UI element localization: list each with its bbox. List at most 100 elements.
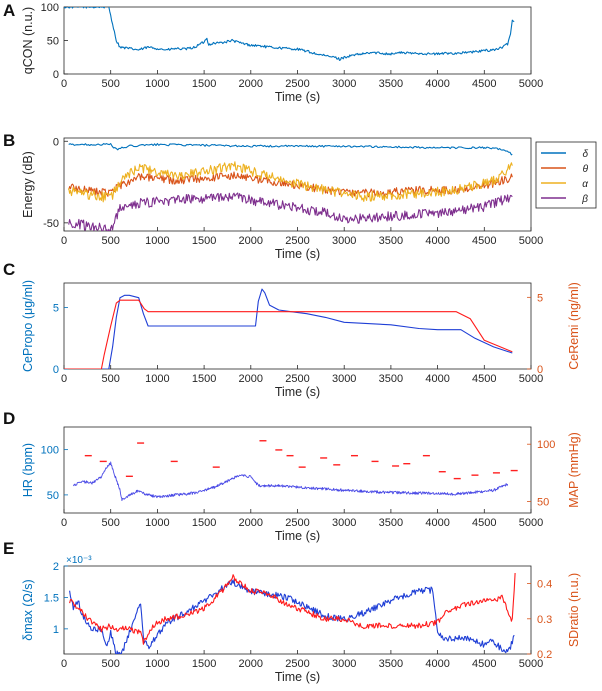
- x-tick-label: 1500: [192, 658, 216, 670]
- x-tick-label: 3000: [332, 78, 356, 90]
- y-exponent-label: ×10⁻³: [66, 555, 92, 566]
- y-tick-label: 5: [53, 303, 59, 315]
- x-axis-label: Time (s): [275, 90, 320, 104]
- y-tick-label: 100: [41, 2, 59, 14]
- plot-area: [64, 288, 513, 369]
- x-tick-label: 2500: [285, 517, 309, 529]
- x-tick-label: 1500: [192, 78, 216, 90]
- panel-c: C0 500 1000 1500 2000 2500 3000 3500 4000 4500 500…: [3, 260, 581, 399]
- panel-label: A: [3, 1, 15, 20]
- x-tick-label: 0: [61, 517, 67, 529]
- x-tick-label: 3000: [332, 373, 356, 385]
- plot-area: [72, 440, 518, 502]
- y-tick-label-right: 5: [537, 292, 543, 304]
- x-tick-label: 0: [61, 658, 67, 670]
- panel-d: D 0 500 1000 1500 2000 2500 3000 3500 4000 4500 500…: [3, 409, 581, 543]
- x-tick-label: 1000: [145, 235, 169, 247]
- x-tick-label: 4000: [425, 235, 449, 247]
- panel-label: D: [3, 409, 15, 428]
- x-tick-label: 4500: [472, 78, 496, 90]
- y-axis-label: δmax (Ω/s): [21, 579, 35, 640]
- series-line-β: [68, 192, 513, 231]
- panel-label: E: [3, 539, 14, 558]
- x-tick-label: 2000: [239, 78, 263, 90]
- y-axis-label: CePropo (μg/ml): [21, 280, 35, 372]
- series-line-δ: [68, 143, 513, 156]
- y-axis-label: qCON (n.u.): [21, 7, 35, 74]
- x-tick-label: 1000: [145, 78, 169, 90]
- x-tick-label: 3000: [332, 658, 356, 670]
- x-tick-label: 5000: [519, 517, 543, 529]
- x-axis-label: Time (s): [275, 670, 320, 684]
- x-tick-label: 2000: [239, 658, 263, 670]
- x-tick-label: 3500: [379, 517, 403, 529]
- y-tick-label: 1: [53, 624, 59, 636]
- panel-b: B 0 500 1000 1500 2000 2500 3000 3500 4000 4500 500…: [3, 131, 597, 261]
- x-tick-label: 4500: [472, 235, 496, 247]
- x-tick-label: 2500: [285, 235, 309, 247]
- plot-area: [68, 143, 513, 231]
- x-tick-label: 500: [102, 517, 120, 529]
- x-axis-label: Time (s): [275, 529, 320, 543]
- legend-entry: θ: [583, 164, 589, 175]
- plot-area: [64, 7, 515, 61]
- x-tick-label: 2500: [285, 658, 309, 670]
- x-tick-label: 500: [102, 658, 120, 670]
- axes-box: [63, 6, 532, 75]
- x-axis-label: Time (s): [275, 247, 320, 261]
- x-tick-label: 1000: [145, 373, 169, 385]
- axes-box: [63, 137, 532, 232]
- series-line-HR: [72, 461, 509, 502]
- panel-label: B: [3, 131, 15, 150]
- legend-entry: α: [582, 179, 588, 190]
- series-line-qCON: [64, 7, 515, 61]
- axes-box: [63, 282, 532, 370]
- series-line-α: [68, 161, 513, 203]
- x-tick-label: 1500: [192, 373, 216, 385]
- panel-label: C: [3, 260, 15, 279]
- legend-entry: β: [581, 194, 588, 205]
- y-tick-label: 50: [47, 36, 59, 48]
- x-tick-label: 3500: [379, 78, 403, 90]
- y-tick-label-right: 0.2: [537, 649, 552, 661]
- series-line-SDratio: [69, 572, 516, 645]
- x-tick-label: 0: [61, 235, 67, 247]
- x-tick-label: 500: [102, 373, 120, 385]
- y-tick-label: 0: [53, 69, 59, 81]
- y-axis-label: HR (bpm): [21, 443, 35, 497]
- x-tick-label: 500: [102, 235, 120, 247]
- series-line-CeRemi: [64, 299, 513, 369]
- y-tick-label: 0: [53, 364, 59, 376]
- y-axis-label: Energy (dB): [21, 151, 35, 218]
- panel-a: A0 500 1000 1500 2000 2500 3000 3500 4000 4500 500…: [3, 1, 543, 104]
- x-tick-label: 4500: [472, 373, 496, 385]
- x-tick-label: 2000: [239, 517, 263, 529]
- y-tick-label-right: 0.4: [537, 579, 552, 591]
- x-tick-label: 1000: [145, 658, 169, 670]
- panel-e: E 0 500 1000 1500 2000 2500 3000 3500 4000 4500 500…: [3, 539, 581, 684]
- y-tick-label: -50: [43, 218, 59, 230]
- x-tick-label: 2000: [239, 235, 263, 247]
- x-tick-label: 5000: [519, 373, 543, 385]
- x-tick-label: 5000: [519, 78, 543, 90]
- x-tick-label: 4500: [472, 658, 496, 670]
- x-tick-label: 4000: [425, 78, 449, 90]
- y-tick-label: 0: [53, 136, 59, 148]
- y-tick-label: 100: [41, 445, 59, 457]
- x-tick-label: 4500: [472, 517, 496, 529]
- x-tick-label: 5000: [519, 658, 543, 670]
- y-tick-label-right: 50: [537, 497, 549, 509]
- x-tick-label: 0: [61, 78, 67, 90]
- x-tick-label: 2000: [239, 373, 263, 385]
- legend-entry: δ: [582, 149, 588, 160]
- y-axis-label-right: MAP (mmHg): [567, 432, 581, 507]
- axes-box: [63, 426, 532, 514]
- x-tick-label: 3000: [332, 235, 356, 247]
- x-axis-label: Time (s): [275, 385, 320, 399]
- x-tick-label: 2500: [285, 373, 309, 385]
- x-tick-label: 1500: [192, 235, 216, 247]
- x-tick-label: 4000: [425, 373, 449, 385]
- series-line-CePropo: [64, 288, 513, 369]
